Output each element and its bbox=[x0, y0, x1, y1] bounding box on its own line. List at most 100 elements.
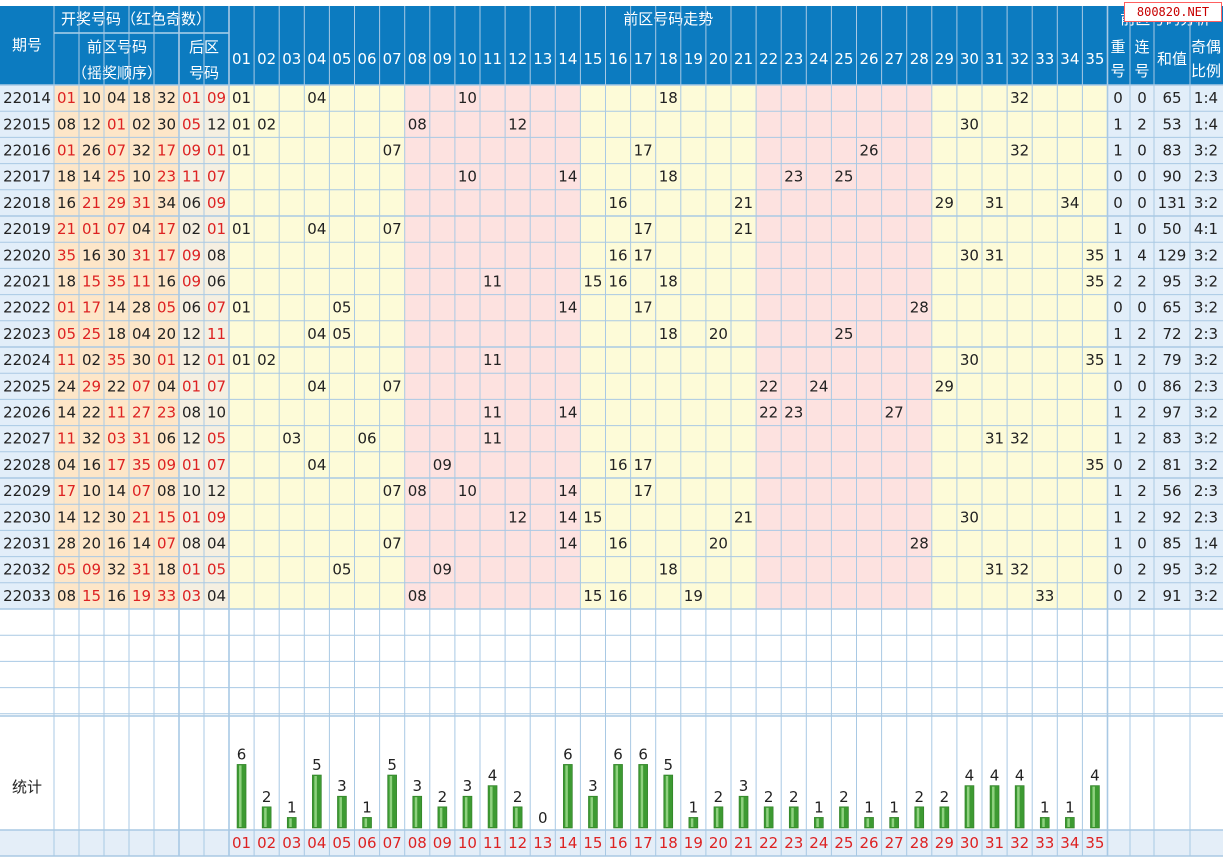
front-number: 23 bbox=[157, 404, 176, 422]
back-number: 09 bbox=[207, 194, 226, 212]
consec-count: 2 bbox=[1137, 508, 1147, 526]
frequency-bar-highlight bbox=[690, 818, 694, 827]
front-number: 15 bbox=[82, 587, 101, 605]
repeat-count: 1 bbox=[1113, 535, 1123, 553]
trend-hit: 18 bbox=[659, 561, 678, 579]
frequency-label: 4 bbox=[488, 767, 498, 785]
trend-hit: 32 bbox=[1010, 561, 1029, 579]
frequency-label: 5 bbox=[387, 756, 397, 774]
header-repeat-2: 号 bbox=[1110, 62, 1125, 80]
frequency-bar-highlight bbox=[992, 786, 995, 827]
front-number: 12 bbox=[82, 508, 101, 526]
consec-count: 4 bbox=[1137, 246, 1147, 264]
front-number: 02 bbox=[132, 115, 151, 133]
trend-hit: 05 bbox=[332, 325, 351, 343]
trend-column-header: 01 bbox=[232, 50, 251, 68]
ratio-value: 4:1 bbox=[1194, 220, 1218, 238]
front-number: 31 bbox=[132, 194, 151, 212]
footer-number: 01 bbox=[232, 834, 251, 852]
ratio-value: 2:3 bbox=[1194, 482, 1218, 500]
frequency-bar-highlight bbox=[640, 765, 644, 827]
trend-hit: 01 bbox=[232, 351, 251, 369]
front-number: 20 bbox=[157, 325, 176, 343]
frequency-label: 4 bbox=[990, 767, 1000, 785]
trend-column-header: 35 bbox=[1085, 50, 1104, 68]
trend-hit: 10 bbox=[458, 168, 477, 186]
trend-hit: 11 bbox=[483, 404, 502, 422]
trend-hit: 07 bbox=[383, 142, 402, 160]
period-cell: 22015 bbox=[3, 115, 51, 133]
back-number: 11 bbox=[207, 325, 226, 343]
frequency-label: 2 bbox=[914, 788, 924, 806]
frequency-label: 2 bbox=[940, 788, 950, 806]
frequency-bar-highlight bbox=[565, 765, 568, 827]
repeat-count: 0 bbox=[1113, 561, 1123, 579]
trend-hit: 14 bbox=[558, 482, 577, 500]
footer-number: 28 bbox=[910, 834, 929, 852]
trend-column-header: 27 bbox=[885, 50, 904, 68]
trend-hit: 01 bbox=[232, 89, 251, 107]
back-number: 01 bbox=[182, 377, 201, 395]
footer-number: 33 bbox=[1035, 834, 1054, 852]
frequency-bar-highlight bbox=[314, 776, 317, 827]
trend-column-header: 34 bbox=[1060, 50, 1079, 68]
frequency-label: 4 bbox=[965, 767, 975, 785]
period-cell: 22025 bbox=[3, 377, 51, 395]
frequency-label: 3 bbox=[412, 777, 422, 795]
trend-hit: 16 bbox=[609, 535, 628, 553]
trend-hit: 07 bbox=[383, 535, 402, 553]
consec-count: 0 bbox=[1137, 377, 1147, 395]
trend-hit: 05 bbox=[332, 299, 351, 317]
trend-hit: 24 bbox=[809, 377, 828, 395]
trend-hit: 15 bbox=[583, 273, 602, 291]
ratio-value: 3:2 bbox=[1194, 456, 1218, 474]
front-number: 17 bbox=[107, 456, 126, 474]
trend-hit: 25 bbox=[834, 168, 853, 186]
front-number: 07 bbox=[107, 142, 126, 160]
frequency-label: 2 bbox=[789, 788, 799, 806]
front-number: 21 bbox=[57, 220, 76, 238]
front-number: 15 bbox=[157, 508, 176, 526]
frequency-bar-highlight bbox=[816, 818, 819, 827]
front-number: 31 bbox=[132, 561, 151, 579]
trend-hit: 32 bbox=[1010, 430, 1029, 448]
front-number: 32 bbox=[157, 89, 176, 107]
trend-hit: 28 bbox=[910, 299, 929, 317]
front-number: 32 bbox=[132, 142, 151, 160]
consec-count: 2 bbox=[1137, 430, 1147, 448]
consec-count: 0 bbox=[1137, 299, 1147, 317]
period-cell: 22030 bbox=[3, 508, 51, 526]
trend-column-header: 31 bbox=[985, 50, 1004, 68]
period-cell: 22029 bbox=[3, 482, 51, 500]
period-cell: 22014 bbox=[3, 89, 51, 107]
footer-number: 12 bbox=[508, 834, 527, 852]
footer-number: 10 bbox=[458, 834, 477, 852]
repeat-count: 1 bbox=[1113, 115, 1123, 133]
header-consec: 连 bbox=[1134, 38, 1149, 56]
frequency-bar-highlight bbox=[239, 765, 242, 827]
trend-hit: 02 bbox=[257, 115, 276, 133]
sum-value: 56 bbox=[1162, 482, 1181, 500]
trend-hit: 26 bbox=[860, 142, 879, 160]
front-number: 16 bbox=[82, 456, 101, 474]
front-number: 01 bbox=[157, 351, 176, 369]
back-number: 06 bbox=[182, 299, 201, 317]
trend-hit: 31 bbox=[985, 246, 1004, 264]
front-number: 18 bbox=[57, 168, 76, 186]
ratio-value: 1:4 bbox=[1194, 115, 1218, 133]
back-number: 03 bbox=[182, 587, 201, 605]
back-number: 05 bbox=[182, 115, 201, 133]
frequency-label: 1 bbox=[864, 798, 874, 816]
front-number: 10 bbox=[132, 168, 151, 186]
ratio-value: 3:2 bbox=[1194, 430, 1218, 448]
repeat-count: 2 bbox=[1113, 273, 1123, 291]
front-number: 23 bbox=[157, 168, 176, 186]
consec-count: 2 bbox=[1137, 325, 1147, 343]
trend-column-header: 21 bbox=[734, 50, 753, 68]
trend-hit: 28 bbox=[910, 535, 929, 553]
back-number: 12 bbox=[207, 115, 226, 133]
trend-hit: 01 bbox=[232, 142, 251, 160]
trend-hit: 35 bbox=[1085, 351, 1104, 369]
consec-count: 2 bbox=[1137, 561, 1147, 579]
frequency-bar-highlight bbox=[1017, 786, 1020, 827]
